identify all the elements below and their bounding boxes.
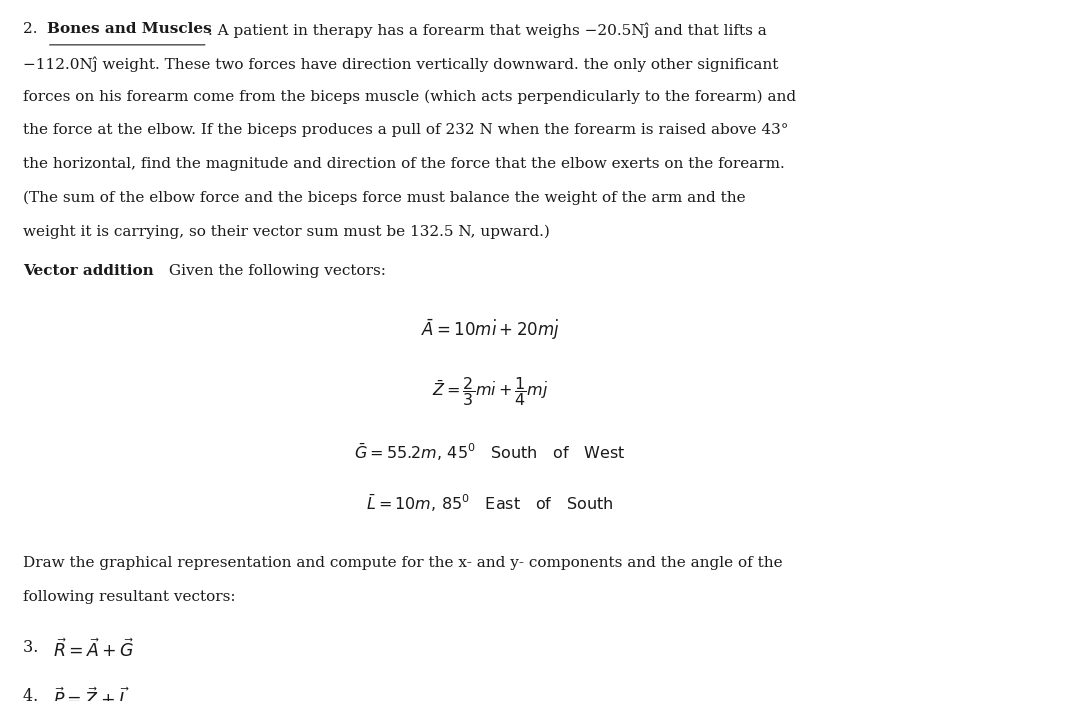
Text: the force at the elbow. If the biceps produces a pull of 232 N when the forearm : the force at the elbow. If the biceps pr… [23,123,789,137]
Text: Draw the graphical representation and compute for the x- and y- components and t: Draw the graphical representation and co… [23,557,783,571]
Text: following resultant vectors:: following resultant vectors: [23,590,236,604]
Text: $\bar{G} = 55.2m,\, 45^0\quad\mathrm{South}\quad\mathrm{of}\quad\mathrm{West}$: $\bar{G} = 55.2m,\, 45^0\quad\mathrm{Sou… [355,442,625,463]
Text: . A patient in therapy has a forearm that weighs −20.5Nĵ and that lifts a: . A patient in therapy has a forearm tha… [208,22,767,38]
Text: Vector addition: Vector addition [23,264,154,278]
Text: weight it is carrying, so their vector sum must be 132.5 N, upward.): weight it is carrying, so their vector s… [23,224,551,239]
Text: the horizontal, find the magnitude and direction of the force that the elbow exe: the horizontal, find the magnitude and d… [23,157,785,171]
Text: (The sum of the elbow force and the biceps force must balance the weight of the : (The sum of the elbow force and the bice… [23,191,747,205]
Text: $\bar{A} = 10m\dot{\imath} + 20m\dot{\jmath}$: $\bar{A} = 10m\dot{\imath} + 20m\dot{\jm… [421,318,559,342]
Text: 3.: 3. [23,639,44,655]
Text: $\bar{Z} = \dfrac{2}{3}m\dot{\imath} + \dfrac{1}{4}m\dot{\jmath}$: $\bar{Z} = \dfrac{2}{3}m\dot{\imath} + \… [431,374,548,407]
Text: −112.0Nĵ weight. These two forces have direction vertically downward. the only o: −112.0Nĵ weight. These two forces have d… [23,56,779,72]
Text: forces on his forearm come from the biceps muscle (which acts perpendicularly to: forces on his forearm come from the bice… [23,90,797,104]
Text: $\vec{R} = \vec{A} + \vec{G}$: $\vec{R} = \vec{A} + \vec{G}$ [53,639,134,661]
Text: Bones and Muscles: Bones and Muscles [47,22,212,36]
Text: $\vec{P} = \vec{Z} + \vec{L}$: $\vec{P} = \vec{Z} + \vec{L}$ [53,688,130,701]
Text: 2.: 2. [23,22,43,36]
Text: $\bar{L} = 10m,\, 85^0\quad\mathrm{East}\quad\mathrm{of}\quad\mathrm{South}$: $\bar{L} = 10m,\, 85^0\quad\mathrm{East}… [366,492,613,514]
Text: 4.: 4. [23,688,44,701]
Text: Given the following vectors:: Given the following vectors: [164,264,386,278]
